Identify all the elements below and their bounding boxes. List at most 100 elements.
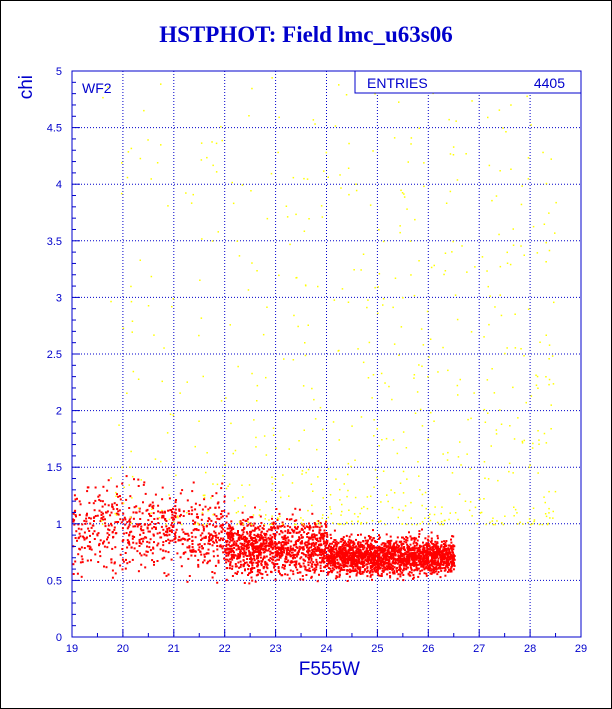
outlier-point [421,365,423,367]
outlier-point [513,515,515,517]
data-point [389,535,392,538]
data-point [453,555,456,557]
data-point [366,540,369,543]
outlier-point [279,490,281,492]
outlier-point [263,435,266,437]
outlier-point [302,385,305,387]
data-point [402,563,405,566]
data-point [117,495,120,498]
outlier-point [413,374,416,376]
data-point [347,545,350,548]
outlier-point [470,417,472,420]
data-point [242,531,245,534]
data-point [258,569,261,572]
outlier-point [410,517,412,519]
data-point [275,508,278,510]
outlier-point [327,176,329,178]
data-point [399,552,402,555]
data-point [327,549,330,552]
data-point [354,545,357,548]
data-point [340,553,343,556]
outlier-point [238,255,241,257]
outlier-point [421,504,423,507]
outlier-point [199,279,201,281]
data-point [341,568,344,571]
data-point [262,541,265,544]
data-point [292,570,295,573]
data-point [85,520,88,523]
data-point [393,547,396,550]
data-point [295,563,298,566]
outlier-point [279,515,281,518]
data-point [271,552,274,555]
data-point [429,554,432,557]
data-point [143,553,146,556]
data-point [103,565,105,568]
outlier-point [128,484,130,486]
data-point [367,561,370,563]
data-point [72,520,75,523]
outlier-point [479,498,481,500]
data-point [152,504,155,507]
data-point [265,542,268,545]
outlier-point [156,162,159,164]
data-point [390,548,393,551]
data-point [98,544,100,547]
outlier-point [177,516,179,519]
data-point [412,562,415,565]
outlier-point [317,285,319,288]
data-point [406,539,409,542]
data-point [171,539,174,542]
outlier-point [252,514,255,516]
data-point [259,525,262,528]
outlier-point [303,230,306,232]
data-point [146,540,149,543]
data-point [323,549,326,551]
data-point [423,548,426,551]
data-point [387,542,390,545]
data-point [335,556,338,559]
data-point [104,522,107,525]
data-point [380,563,383,566]
data-point [320,554,323,556]
data-point [311,533,314,536]
data-point [434,545,437,548]
data-point [394,548,397,551]
data-point [297,549,300,552]
data-point [239,534,242,537]
outlier-point [523,355,525,357]
data-point [212,524,215,527]
data-point [344,551,347,554]
data-point [218,539,221,542]
data-point [256,535,259,538]
data-point [156,517,159,520]
data-point [432,545,435,548]
outlier-point [377,312,379,315]
data-point [330,537,333,540]
data-point [202,529,205,532]
data-point [296,568,299,571]
data-point [374,555,376,558]
outlier-point [110,300,112,303]
data-point [103,540,106,543]
outlier-point [533,520,535,523]
data-point [216,517,219,520]
data-point [254,536,257,539]
data-point [350,569,353,572]
data-point [86,545,89,548]
data-point [338,555,341,558]
data-point [181,543,184,546]
data-point [257,573,259,576]
data-point [310,542,313,545]
outlier-point [411,523,413,526]
data-point [320,570,322,572]
data-point [230,545,233,548]
data-point [414,568,417,571]
outlier-point [538,443,540,445]
outlier-point [446,459,449,461]
outlier-point [200,159,203,161]
data-point [284,530,287,533]
data-point [168,497,171,500]
data-point [154,526,157,529]
data-point [237,555,240,557]
